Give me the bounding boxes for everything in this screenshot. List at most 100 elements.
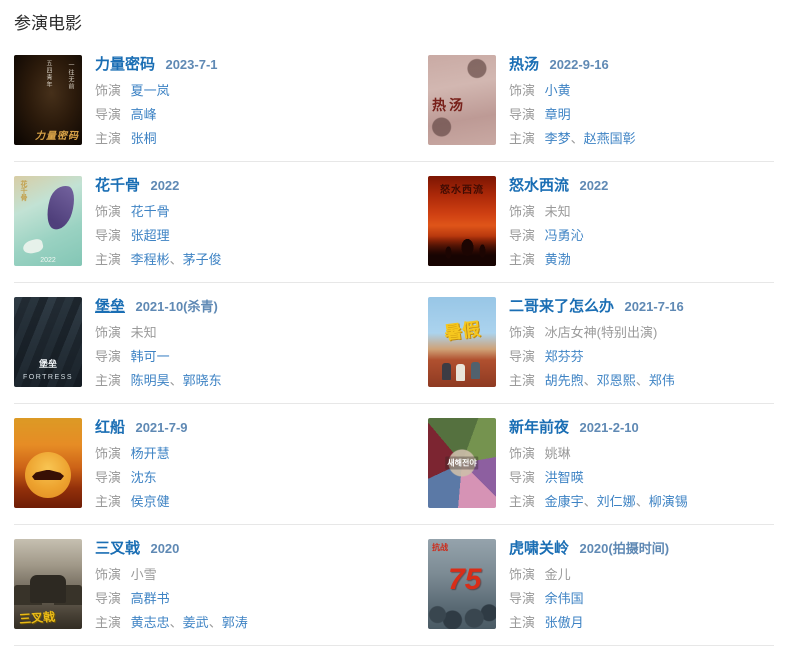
movie-card: 花千骨 2022 花千骨 2022 饰演 花千骨 导演 张超理 主演: [14, 176, 408, 268]
director-link[interactable]: 郑芬芬: [544, 349, 584, 364]
movie-info: 三叉戟 2020 饰演 小雪 导演 高群书 主演 黄志忠、姜武、郭涛: [95, 539, 248, 631]
director-link[interactable]: 高峰: [130, 107, 157, 122]
director-link[interactable]: 余伟国: [544, 591, 584, 606]
star-link[interactable]: 郭涛: [221, 615, 248, 630]
movie-poster[interactable]: [14, 418, 82, 508]
movie-title-link[interactable]: 三叉戟: [95, 540, 141, 557]
director-row: 导演 高峰: [95, 106, 218, 123]
star-link[interactable]: 胡先煦: [544, 373, 584, 388]
star-link[interactable]: 金康宇: [544, 494, 584, 509]
poster-title-text: 怒水西流: [440, 185, 484, 196]
star-link[interactable]: 黄志忠: [130, 615, 170, 630]
movie-poster[interactable]: 怒水西流: [428, 176, 496, 266]
movie-date: 2020(拍摄时间): [579, 541, 670, 556]
star-link[interactable]: 柳演锡: [648, 494, 688, 509]
movie-title-link[interactable]: 怒水西流: [509, 177, 570, 194]
stars-label: 主演: [95, 494, 122, 509]
stars-row: 主演 胡先煦、邓恩熙、郑伟: [509, 372, 684, 389]
role-label: 饰演: [95, 204, 122, 219]
movie-title-link[interactable]: 新年前夜: [509, 419, 570, 436]
role-link[interactable]: 花千骨: [130, 204, 170, 219]
movie-info: 热汤 2022-9-16 饰演 小黄 导演 章明 主演 李梦、赵燕国彰: [509, 55, 636, 147]
movie-card: 새해전야 新年前夜 2021-2-10 饰演 姚琳 导演 洪智暎 主演 金康宇、…: [428, 418, 774, 510]
director-link[interactable]: 韩可一: [130, 349, 170, 364]
role-value: 未知: [130, 325, 157, 340]
stars-row: 主演 黄渤: [509, 251, 608, 268]
movie-row: 花千骨 2022 花千骨 2022 饰演 花千骨 导演 张超理 主演: [14, 162, 774, 283]
separator: 、: [583, 494, 597, 509]
movie-title-link[interactable]: 二哥来了怎么办: [509, 298, 615, 315]
separator: 、: [583, 373, 597, 388]
star-link[interactable]: 赵燕国彰: [583, 131, 636, 146]
star-link[interactable]: 刘仁娜: [596, 494, 636, 509]
movie-poster[interactable]: 抗战 75: [428, 539, 496, 629]
star-link[interactable]: 李程彬: [130, 252, 170, 267]
director-link[interactable]: 高群书: [130, 591, 170, 606]
role-link[interactable]: 小黄: [544, 83, 571, 98]
role-row: 饰演 花千骨: [95, 203, 222, 220]
stars-label: 主演: [509, 494, 536, 509]
director-row: 导演 高群书: [95, 590, 248, 607]
poster-text: 五四青年: [45, 60, 51, 88]
director-row: 导演 冯勇沁: [509, 227, 608, 244]
star-link[interactable]: 李梦: [544, 131, 571, 146]
director-row: 导演 张超理: [95, 227, 222, 244]
director-label: 导演: [509, 107, 536, 122]
director-link[interactable]: 冯勇沁: [544, 228, 584, 243]
role-row: 饰演 金儿: [509, 566, 669, 583]
movie-card: 五四青年 一往无前 力量密码 力量密码 2023-7-1 饰演 夏一岚 导演 高…: [14, 55, 408, 147]
movie-title-link[interactable]: 虎啸关岭: [509, 540, 570, 557]
director-label: 导演: [95, 107, 122, 122]
director-link[interactable]: 章明: [544, 107, 571, 122]
role-link[interactable]: 夏一岚: [130, 83, 170, 98]
star-link[interactable]: 侯京健: [130, 494, 170, 509]
role-link[interactable]: 杨开慧: [130, 446, 170, 461]
star-link[interactable]: 邓恩熙: [596, 373, 636, 388]
movie-title-link[interactable]: 力量密码: [95, 56, 156, 73]
movie-poster[interactable]: 새해전야: [428, 418, 496, 508]
star-link[interactable]: 茅子俊: [182, 252, 222, 267]
separator: 、: [635, 494, 649, 509]
star-link[interactable]: 郑伟: [648, 373, 675, 388]
role-value: 姚琳: [544, 446, 571, 461]
role-row: 饰演 未知: [509, 203, 608, 220]
movie-poster[interactable]: 热汤: [428, 55, 496, 145]
stars-label: 主演: [95, 131, 122, 146]
role-label: 饰演: [95, 446, 122, 461]
movie-poster[interactable]: 堡垒 FORTRESS: [14, 297, 82, 387]
movie-card: 三叉戟 三叉戟 2020 饰演 小雪 导演 高群书 主演 黄志忠、姜武、郭涛: [14, 539, 408, 631]
poster-title-text: 75: [448, 563, 482, 597]
movie-poster[interactable]: 五四青年 一往无前 力量密码: [14, 55, 82, 145]
role-label: 饰演: [509, 446, 536, 461]
star-link[interactable]: 郭晓东: [182, 373, 222, 388]
stars-row: 主演 黄志忠、姜武、郭涛: [95, 614, 248, 631]
role-label: 饰演: [509, 567, 536, 582]
movie-poster[interactable]: 暑假: [428, 297, 496, 387]
movie-poster[interactable]: 三叉戟: [14, 539, 82, 629]
director-row: 导演 洪智暎: [509, 469, 688, 486]
movie-poster[interactable]: 花千骨 2022: [14, 176, 82, 266]
role-value: 金儿: [544, 567, 571, 582]
star-link[interactable]: 黄渤: [544, 252, 571, 267]
movie-title-link[interactable]: 热汤: [509, 56, 540, 73]
director-link[interactable]: 沈东: [130, 470, 157, 485]
director-row: 导演 沈东: [95, 469, 188, 486]
star-link[interactable]: 姜武: [182, 615, 209, 630]
star-link[interactable]: 张傲月: [544, 615, 584, 630]
poster-title-text: 三叉戟: [18, 609, 56, 627]
movie-title-link[interactable]: 红船: [95, 419, 126, 436]
director-link[interactable]: 洪智暎: [544, 470, 584, 485]
movie-date: 2020: [150, 541, 180, 556]
director-row: 导演 余伟国: [509, 590, 669, 607]
movie-card: 暑假 二哥来了怎么办 2021-7-16 饰演 冰店女神(特别出演) 导演 郑芬…: [428, 297, 774, 389]
star-link[interactable]: 张桐: [130, 131, 157, 146]
movie-title-link[interactable]: 花千骨: [95, 177, 141, 194]
movie-title-link[interactable]: 堡垒: [95, 298, 126, 315]
star-link[interactable]: 陈明昊: [130, 373, 170, 388]
movie-info: 怒水西流 2022 饰演 未知 导演 冯勇沁 主演 黄渤: [509, 176, 608, 268]
stars-row: 主演 张傲月: [509, 614, 669, 631]
director-link[interactable]: 张超理: [130, 228, 170, 243]
role-row: 饰演 冰店女神(特别出演): [509, 324, 684, 341]
movie-row: 堡垒 FORTRESS 堡垒 2021-10(杀青) 饰演 未知 导演 韩可一 …: [14, 283, 774, 404]
role-label: 饰演: [509, 83, 536, 98]
